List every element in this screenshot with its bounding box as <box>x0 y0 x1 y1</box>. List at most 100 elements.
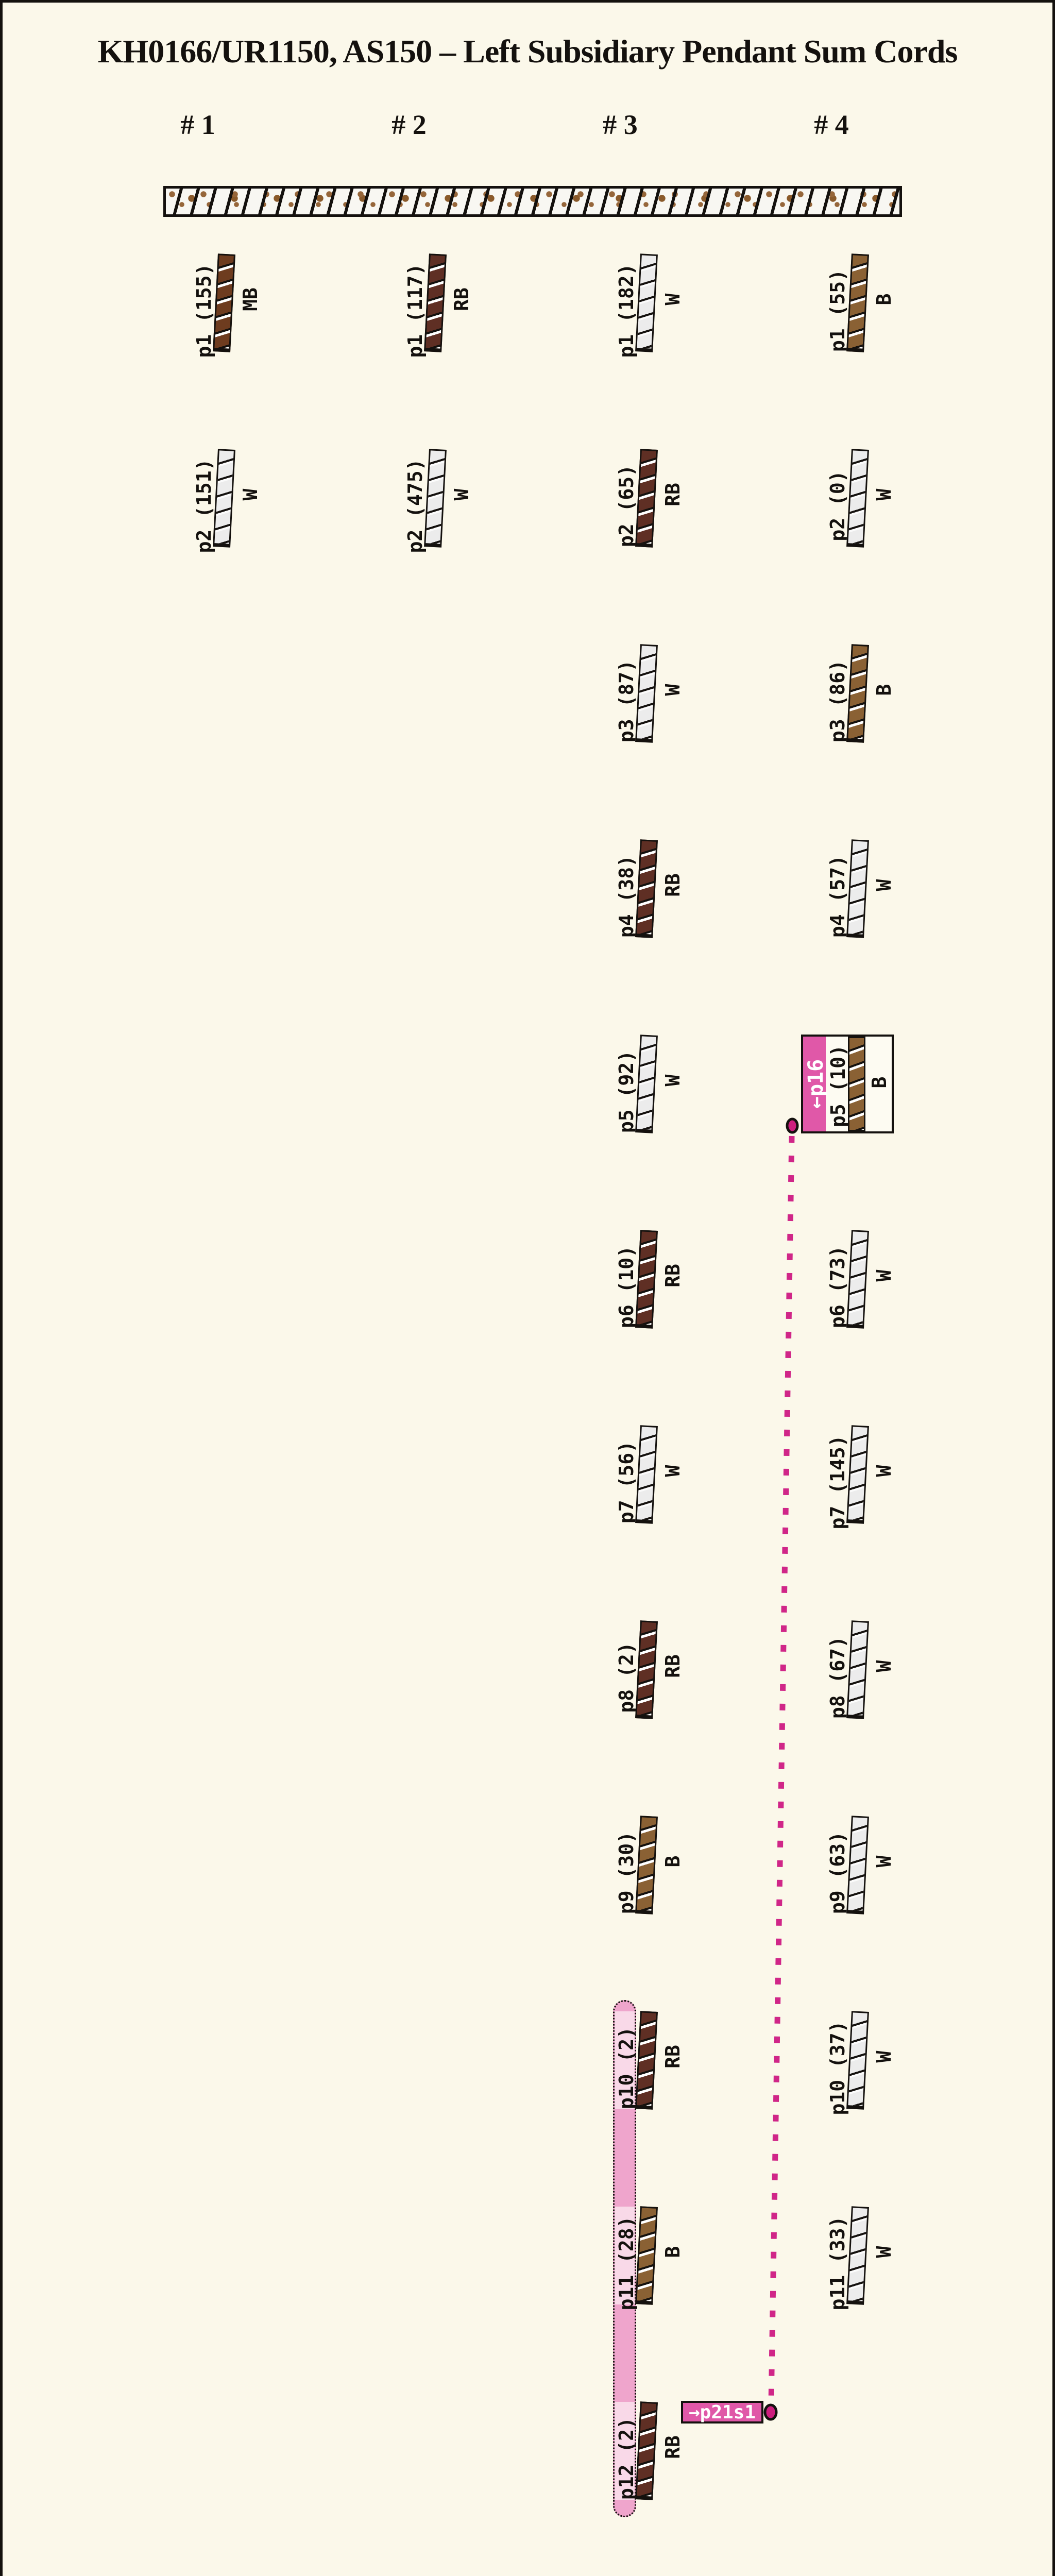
pendant-color-code: B <box>661 2246 684 2258</box>
pendant-cord-bar <box>846 1816 869 1914</box>
pendant-cord-bar <box>846 1230 869 1329</box>
pendant-cord-bar <box>635 2011 658 2110</box>
pendant: p3 (86) B <box>826 644 895 743</box>
pendant-color-code: RB <box>661 1264 684 1287</box>
pendant-color-code: W <box>239 488 262 501</box>
pendant: p9 (30) B <box>615 1816 684 1914</box>
pendant: p1 (55) B <box>826 253 895 352</box>
pendant: p7 (56) W <box>615 1425 684 1524</box>
pendant-color-code: B <box>661 1855 684 1868</box>
pendant-color-code: RB <box>661 1654 684 1678</box>
pendant-label: p10 (2) <box>615 2026 638 2110</box>
pendant-color-code: W <box>873 488 895 501</box>
pendant: p6 (73) W <box>826 1230 895 1329</box>
pendant-cord-bar <box>635 2401 658 2500</box>
page-title: KH0166/UR1150, AS150 – Left Subsidiary P… <box>97 33 958 70</box>
pendant-cord-bar <box>635 644 658 743</box>
pendant-cord-bar <box>213 253 235 352</box>
pendant: p2 (0) W <box>826 449 895 548</box>
pendant-color-code: B <box>873 293 895 306</box>
pendant-color-code: W <box>661 293 684 306</box>
pendant-cord-bar <box>846 1620 869 1719</box>
pendant-color-code: B <box>868 1076 891 1089</box>
pendant: p5 (92) W <box>615 1035 684 1133</box>
pendant: p12 (2) RB <box>615 2401 684 2500</box>
connector-dot-bottom <box>763 2403 778 2421</box>
connector-overlay <box>763 1117 799 2421</box>
column-header-4: # 4 <box>814 109 849 140</box>
pendant: p2 (151) W <box>193 449 262 553</box>
sum-group-capsule <box>613 2000 636 2517</box>
pendant-cord-bar <box>635 1035 658 1133</box>
pendant-label: p7 (56) <box>615 1440 638 1524</box>
pendant-cord-bar <box>424 449 447 548</box>
capsule-light-segment <box>615 2402 635 2500</box>
pendant-label: p10 (37) <box>826 2021 849 2115</box>
pendant: p4 (38) RB <box>615 839 684 938</box>
pendant-cord-bar <box>846 2206 869 2305</box>
pendant-label: p1 (182) <box>615 263 638 358</box>
pendant: p7 (145) W <box>826 1425 895 1530</box>
pendant-label: p11 (33) <box>826 2216 849 2311</box>
pendant: p8 (67) W <box>826 1620 895 1719</box>
pendant-label: p3 (86) <box>826 659 849 743</box>
p5-sum-box: ←p16 p5 (10) B <box>801 1035 894 1133</box>
pendant-color-code: RB <box>661 483 684 506</box>
pendant-label: p5 (92) <box>615 1050 638 1133</box>
pendant-cord-bar <box>424 253 447 352</box>
column-header-1: # 1 <box>180 109 215 140</box>
pendant-color-code: W <box>873 2050 895 2063</box>
pendant: p9 (63) W <box>826 1816 895 1914</box>
pendant: p1 (117) RB <box>404 253 473 358</box>
pendant: p1 (155) MB <box>193 253 262 358</box>
pendant-color-code: W <box>661 1465 684 1477</box>
pendant: p2 (65) RB <box>615 449 684 548</box>
pendant-label: p3 (87) <box>615 659 638 743</box>
pendant-label: p11 (28) <box>615 2216 638 2311</box>
pendant-color-code: RB <box>661 2045 684 2069</box>
pendant-color-code: W <box>873 1855 895 1868</box>
pendant-label: p9 (30) <box>615 1831 638 1914</box>
pendant: p10 (37) W <box>826 2011 895 2115</box>
pendant: p10 (2) RB <box>615 2011 684 2110</box>
pendant: p4 (57) W <box>826 839 895 938</box>
pendant-label: p8 (67) <box>826 1636 849 1719</box>
pendant-label: p6 (73) <box>826 1245 849 1329</box>
pendant-cord-bar <box>635 253 658 352</box>
pendant: p8 (2) RB <box>615 1620 684 1719</box>
pendant-label: p4 (38) <box>615 855 638 938</box>
pendant: p11 (28) B <box>615 2206 684 2311</box>
pendant-cord-bar <box>846 2011 869 2110</box>
pendant-cord-bar <box>635 449 658 548</box>
pendant-cord-bar <box>213 449 235 548</box>
pendant-cord-bar <box>635 2206 658 2305</box>
main-cord-bar <box>163 186 902 217</box>
pendant-label: p1 (117) <box>404 263 427 358</box>
pendant-cord-bar <box>635 1816 658 1914</box>
pendant-color-code: B <box>873 684 895 696</box>
pendant-color-code: W <box>661 1074 684 1087</box>
pendant-label: p12 (2) <box>615 2417 638 2500</box>
pendant: p1 (182) W <box>615 253 684 358</box>
pendant-cord-bar <box>846 839 869 938</box>
pendant-color-code: W <box>873 1269 895 1282</box>
column-header-2: # 2 <box>392 109 427 140</box>
pendant-label: p1 (155) <box>193 263 215 358</box>
pendant-cord-bar <box>635 1620 658 1719</box>
pendant-color-code: RB <box>661 2435 684 2459</box>
pendant-cord-bar <box>846 449 869 548</box>
pendant-label: p5 (10) <box>827 1044 849 1128</box>
p21s1-ref-box: →p21s1 <box>681 2401 763 2424</box>
pendant: p6 (10) RB <box>615 1230 684 1329</box>
pendant-color-code: RB <box>661 873 684 897</box>
pendant-color-code: W <box>873 879 895 891</box>
pendant-label: p6 (10) <box>615 1245 638 1329</box>
pendant-color-code: W <box>873 2246 895 2258</box>
capsule-light-segment <box>615 2011 635 2109</box>
pendant-cord-bar <box>635 1230 658 1329</box>
pendant-label: p2 (65) <box>615 464 638 548</box>
pendant: p3 (87) W <box>615 644 684 743</box>
pendant-color-code: W <box>873 1660 895 1672</box>
connector-dotted-line <box>768 1136 795 2404</box>
pendant-label: p2 (475) <box>404 459 427 553</box>
